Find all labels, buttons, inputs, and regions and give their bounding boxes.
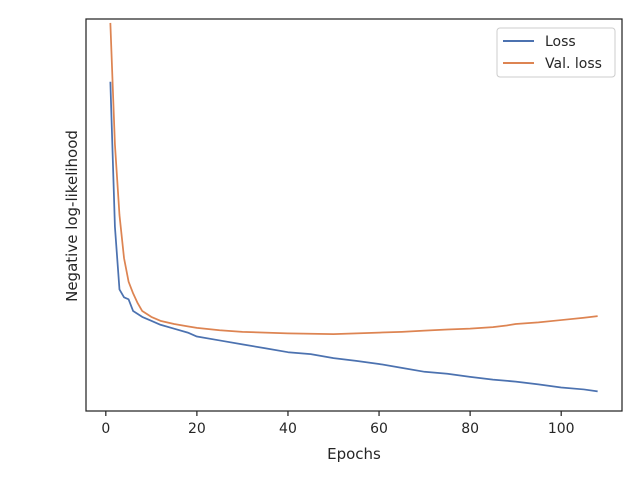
x-tick-label: 80 — [461, 421, 479, 437]
series-line-val-loss — [109, 22, 598, 336]
x-tick-label: 20 — [188, 421, 206, 437]
y-axis-label: Negative log-likelihood — [63, 130, 81, 302]
legend: Loss Val. loss — [496, 27, 616, 78]
x-tick-label: 100 — [548, 421, 575, 437]
series-line-loss — [109, 81, 598, 393]
series-layer — [109, 22, 598, 393]
legend-label-val-loss: Val. loss — [545, 56, 602, 72]
x-tick-label: 40 — [279, 421, 297, 437]
x-axis-label: Epochs — [327, 445, 381, 463]
x-axis-ticks: 0 20 40 60 80 100 — [101, 411, 575, 437]
plot-frame — [85, 18, 623, 412]
x-tick-label: 0 — [101, 421, 110, 437]
legend-label-loss: Loss — [545, 34, 576, 50]
x-tick-label: 60 — [370, 421, 388, 437]
